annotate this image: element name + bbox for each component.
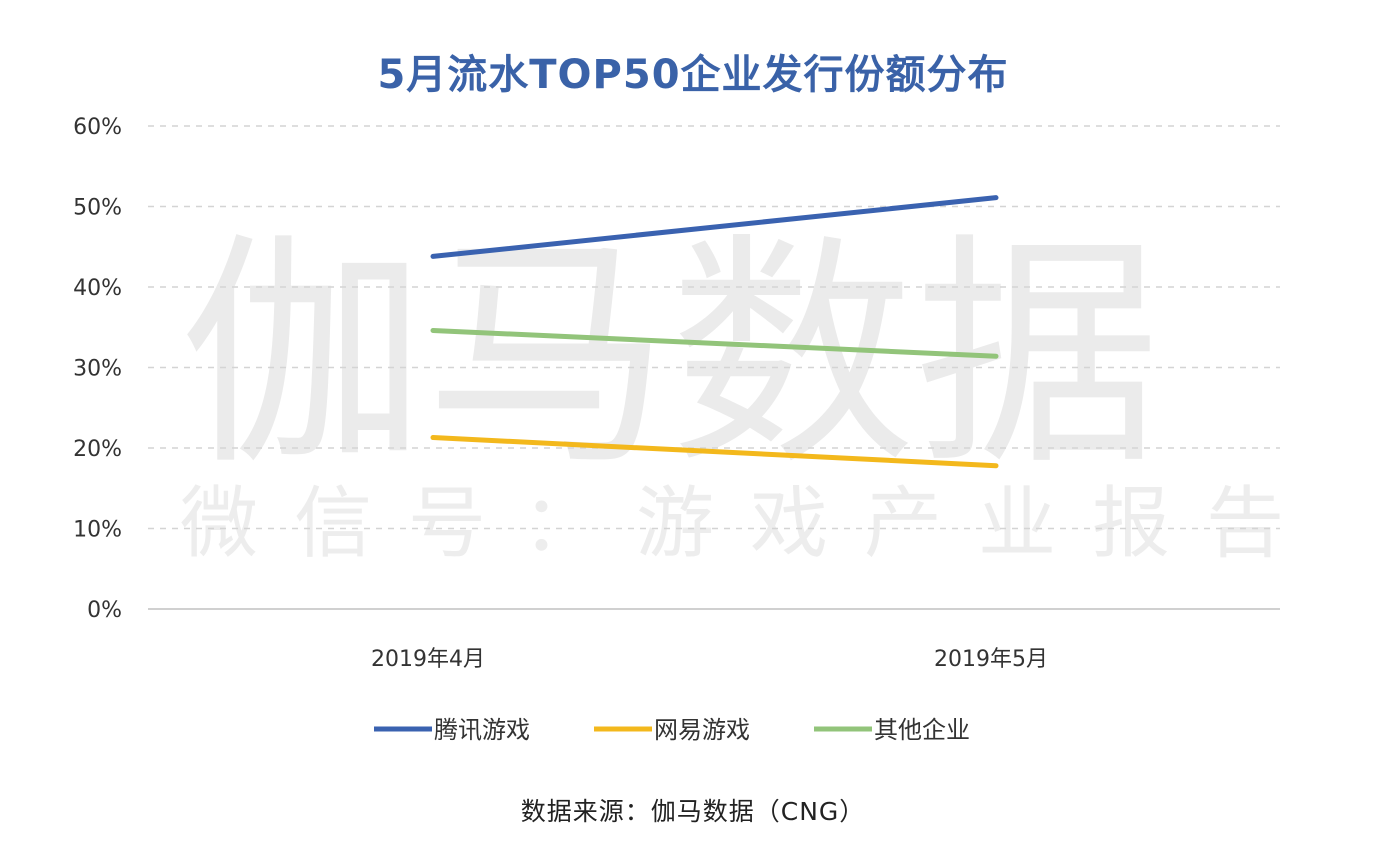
watermark: 伽马数据 微信号：游戏产业报告: [180, 213, 1320, 569]
y-tick-label: 0%: [87, 598, 122, 623]
y-tick-label: 10%: [73, 518, 122, 543]
y-tick-label: 30%: [73, 357, 122, 382]
series-line-1: [430, 195, 999, 259]
y-tick-label: 40%: [73, 276, 122, 301]
line-chart: 伽马数据 微信号：游戏产业报告 0% 10% 20% 30% 40% 50% 60% 201…: [73, 115, 1320, 744]
legend-label: 其他企业: [874, 716, 970, 744]
x-axis-ticks: 2019年4月 2019年5月: [371, 647, 1048, 672]
y-axis-ticks: 0% 10% 20% 30% 40% 50% 60%: [73, 115, 122, 623]
y-tick-label: 50%: [73, 196, 122, 221]
watermark-sub: 微信号：游戏产业报告: [180, 479, 1320, 569]
y-tick-label: 20%: [73, 437, 122, 462]
chart-title: 5月流水TOP50企业发行份额分布: [377, 52, 1009, 98]
y-tick-label: 60%: [73, 115, 122, 140]
legend-item: 网易游戏: [594, 716, 750, 744]
legend-label: 腾讯游戏: [434, 716, 530, 744]
watermark-main: 伽马数据: [180, 213, 1160, 498]
x-tick-label: 2019年4月: [371, 647, 485, 672]
gridlines: [148, 125, 1280, 610]
legend: 腾讯游戏 网易游戏 其他企业: [374, 716, 970, 744]
x-tick-label: 2019年5月: [934, 647, 1048, 672]
series-line-3: [430, 327, 999, 359]
source-note: 数据来源：伽马数据（CNG）: [520, 797, 866, 826]
series-lines: [430, 195, 999, 469]
legend-item: 其他企业: [814, 716, 970, 744]
legend-item: 腾讯游戏: [374, 716, 530, 744]
series-line-2: [430, 435, 999, 469]
legend-label: 网易游戏: [654, 716, 750, 744]
